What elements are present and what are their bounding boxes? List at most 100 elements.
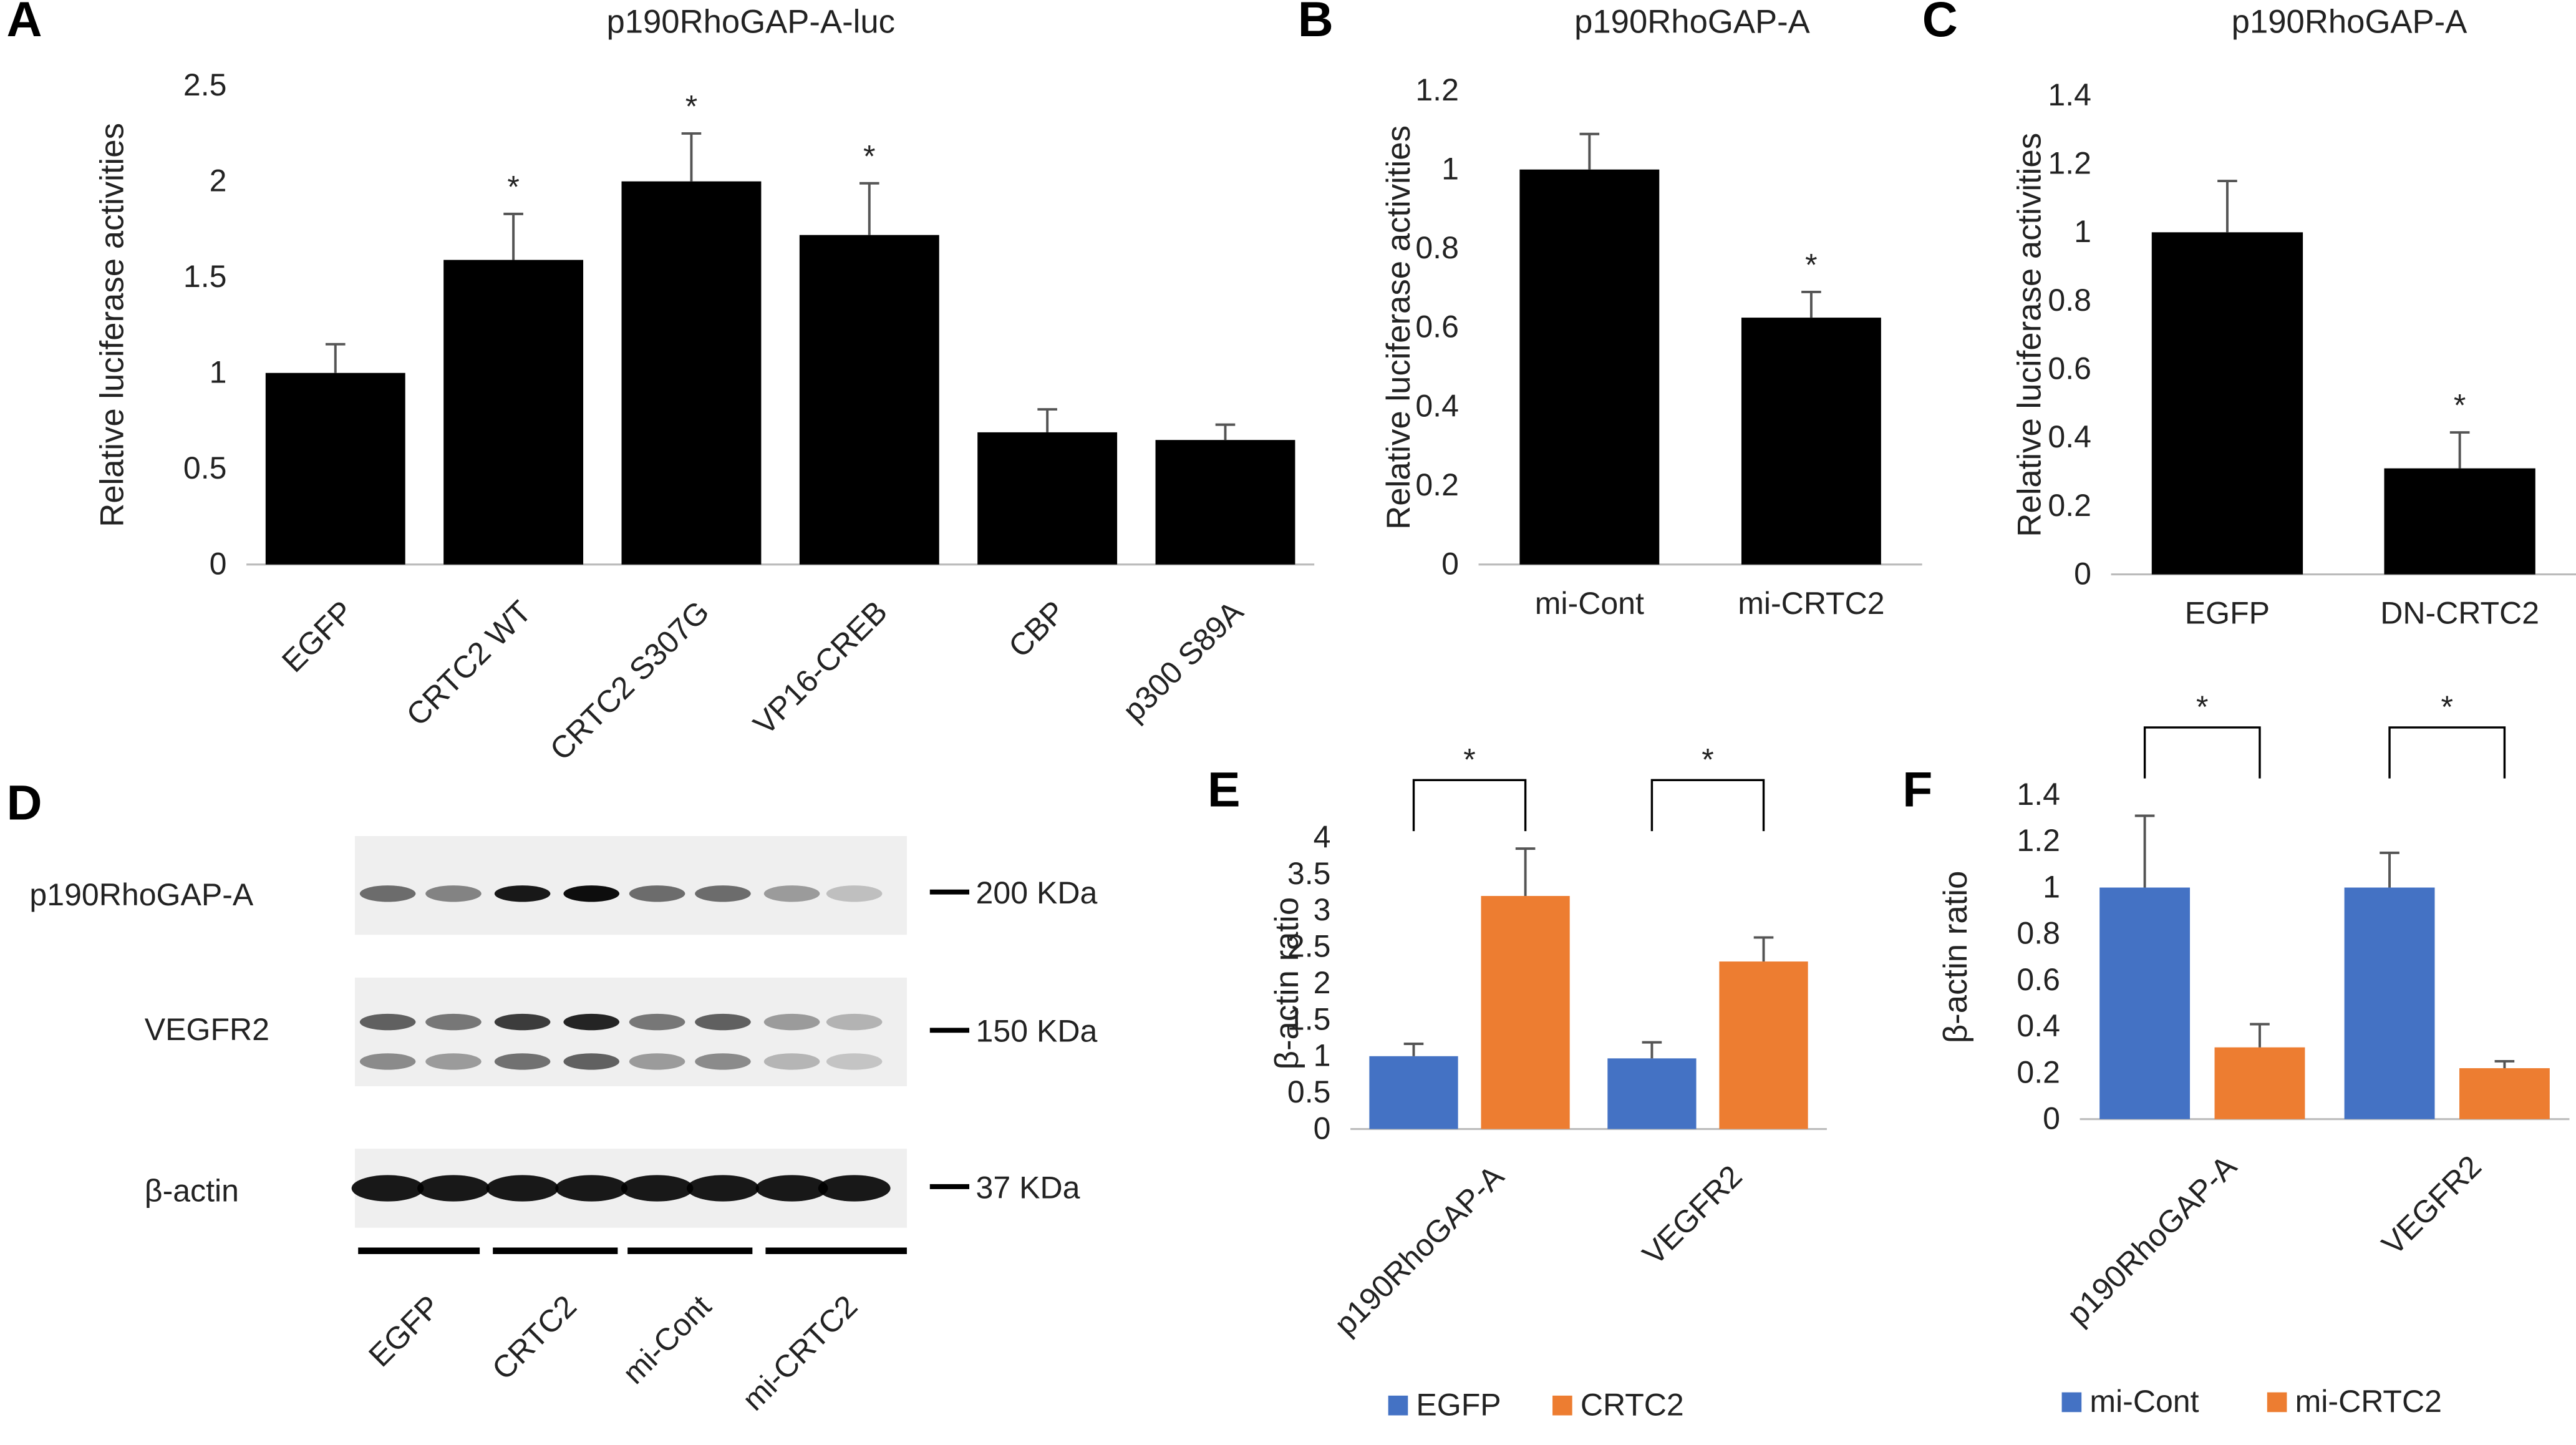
blot-band [695,1053,751,1070]
y-tick-label: 3 [1314,892,1331,927]
row-label: p190RhoGAP-A [29,877,253,912]
panel-letter: F [1902,761,1932,817]
bar [2151,232,2303,575]
bar [2214,1047,2305,1119]
marker-label: 200 KDa [976,875,1098,910]
blot-band [417,1175,490,1202]
x-tick-label: p190RhoGAP-A [1327,1158,1511,1341]
y-tick-label: 4 [1314,819,1331,854]
marker-label: 37 KDa [976,1170,1080,1205]
bar [621,181,762,565]
y-tick-label: 0.8 [2048,283,2091,318]
x-tick-label: EGFP [275,594,360,679]
significance-mark: * [1702,742,1713,777]
legend-swatch [1388,1395,1408,1416]
blot-band [686,1175,759,1202]
y-tick-label: 0.6 [2017,962,2060,997]
y-tick-label: 1.2 [2048,145,2091,180]
blot-band [494,1053,551,1070]
blot-band [351,1175,424,1202]
significance-bracket [1412,779,1527,832]
significance-mark: * [685,89,697,124]
blot-band [695,1013,751,1031]
y-axis-label: β-actin ratio [1937,871,1974,1044]
y-tick-label: 1.2 [1415,72,1459,107]
y-tick-label: 0 [2074,556,2091,591]
y-tick-label: 1.2 [2017,823,2060,858]
y-tick-label: 1 [1314,1038,1331,1073]
y-tick-label: 0.2 [1415,467,1459,502]
blot-band [486,1175,559,1202]
y-axis-label: Relative luciferase activities [2011,133,2048,537]
x-tick-label: mi-CRTC2 [1738,586,1884,621]
blot-band [695,885,751,902]
legend-label: mi-CRTC2 [2295,1384,2442,1419]
x-tick-label: CRTC2 S307G [543,594,716,767]
x-tick-label: VEGFR2 [2375,1149,2488,1262]
y-tick-label: 1.4 [2048,77,2091,112]
y-tick-label: 1.5 [183,259,227,294]
y-tick-label: 2 [210,163,227,198]
panel-letter: B [1298,0,1334,47]
x-tick-label: p300 S89A [1116,594,1250,728]
blot-band [563,885,619,902]
legend-swatch [1552,1395,1572,1416]
significance-bracket [2388,726,2506,779]
y-tick-label: 1 [1441,151,1459,186]
blot-band [563,1013,619,1031]
blot-band [629,885,685,902]
blot-band [818,1175,891,1202]
y-tick-label: 0.4 [2048,419,2091,454]
blot-band [359,885,416,902]
blot-band [425,885,482,902]
y-tick-label: 0.4 [1415,388,1459,423]
blot-band [563,1053,619,1070]
legend-label: EGFP [1416,1387,1501,1422]
y-axis-label: β-actin ratio [1269,897,1305,1070]
blot-band [494,885,551,902]
y-tick-label: 1 [2043,869,2060,904]
y-tick-label: 2.5 [183,67,227,102]
lane-label: mi-CRTC2 [735,1288,864,1417]
legend-swatch [2267,1392,2287,1413]
y-tick-label: 1 [2074,214,2091,249]
blot-band [621,1175,694,1202]
blot-band [629,1013,685,1031]
legend-swatch [2061,1392,2082,1413]
marker-label: 150 KDa [976,1014,1098,1049]
blot-band [629,1053,685,1070]
legend-label: mi-Cont [2089,1384,2199,1419]
bar [2459,1068,2550,1119]
bar [1607,1058,1697,1129]
bar [1155,440,1295,565]
blot-band [494,1013,551,1031]
bar [2344,887,2435,1119]
blot-band [826,885,883,902]
x-tick-label: EGFP [2185,596,2270,631]
blot-band [826,1053,883,1070]
significance-mark: * [1805,248,1817,283]
y-axis-label: Relative luciferase activities [1380,125,1417,530]
row-label: VEGFR2 [145,1012,269,1047]
y-tick-label: 0.5 [1287,1074,1331,1109]
blot-band [755,1175,828,1202]
bar [443,260,584,565]
y-tick-label: 0.5 [183,450,227,485]
chart-title: p190RhoGAP-A [2232,4,2467,41]
y-tick-label: 0.6 [1415,309,1459,344]
x-tick-label: DN-CRTC2 [2380,596,2539,631]
bar [799,235,939,565]
significance-mark: * [2196,689,2208,724]
blot-band [425,1053,482,1070]
blot-band [826,1013,883,1031]
x-tick-label: VP16-CREB [747,594,894,742]
panel-letter: D [7,775,42,830]
y-tick-label: 1.5 [1287,1001,1331,1036]
blot-band [763,1013,820,1031]
x-tick-label: mi-Cont [1535,586,1644,621]
significance-mark: * [2454,388,2466,423]
significance-mark: * [2441,689,2453,724]
